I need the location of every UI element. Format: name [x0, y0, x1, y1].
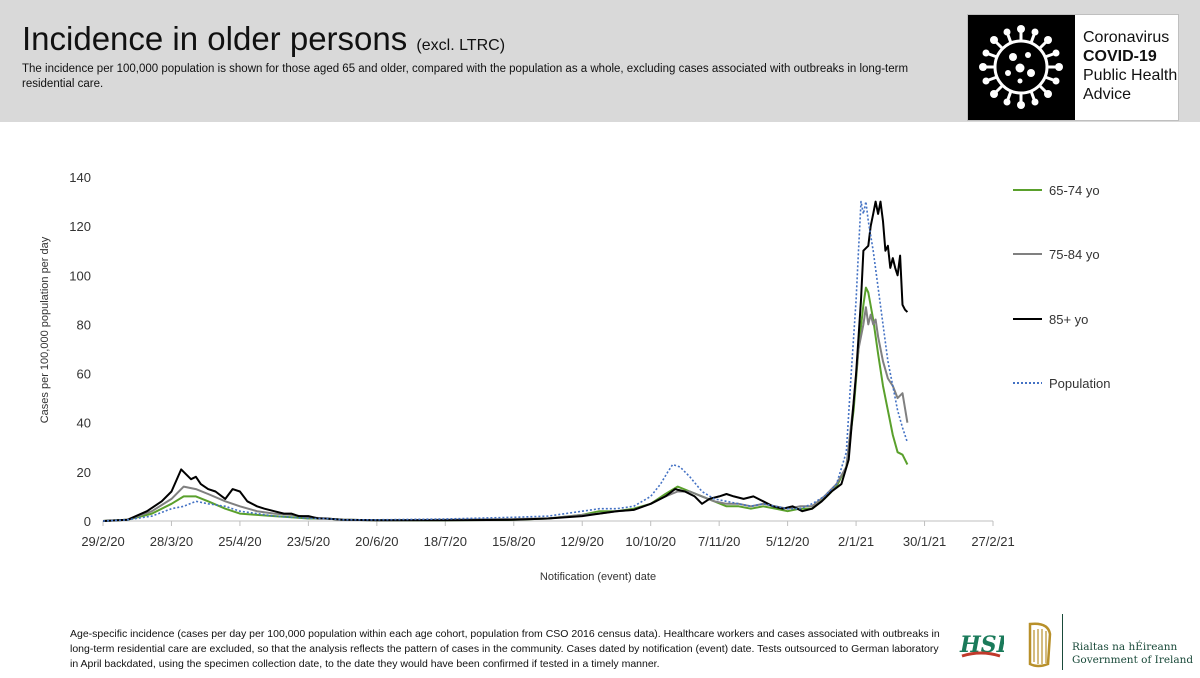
- legend-label: 75-84 yo: [1049, 247, 1100, 262]
- legend-label: Population: [1049, 376, 1110, 391]
- x-axis-label: Notification (event) date: [540, 571, 656, 583]
- x-tick-label: 28/3/20: [150, 534, 193, 549]
- y-tick-label: 100: [69, 268, 91, 283]
- virus-icon: [968, 15, 1075, 120]
- header-banner: Incidence in older persons (excl. LTRC) …: [0, 0, 1200, 122]
- y-axis-label: Cases per 100,000 population per day: [39, 236, 51, 423]
- x-tick-label: 18/7/20: [424, 534, 467, 549]
- title-qualifier: (excl. LTRC): [416, 37, 506, 54]
- badge-line-covid: COVID-19: [1083, 47, 1177, 66]
- y-tick-label: 140: [69, 170, 91, 185]
- badge-text: Coronavirus COVID-19 Public Health Advic…: [1083, 28, 1177, 104]
- title-main: Incidence in older persons: [22, 20, 408, 57]
- badge-covid-bold: COVID-19: [1083, 48, 1157, 65]
- x-tick-label: 12/9/20: [561, 534, 604, 549]
- government-of-ireland-logo: Rialtas na hÉireann Government of Irelan…: [1072, 641, 1193, 667]
- govt-irish-name: Rialtas na hÉireann: [1072, 641, 1178, 653]
- series-line-65-74-yo: [102, 286, 909, 522]
- x-tick-label: 2/1/21: [838, 534, 874, 549]
- y-tick-label: 60: [77, 367, 91, 382]
- series-line-85-yo: [102, 200, 909, 522]
- x-tick-label: 15/8/20: [492, 534, 535, 549]
- hse-logo-swoosh: [961, 651, 1001, 658]
- y-tick-label: 80: [77, 317, 91, 332]
- badge-line-public-health: Public Health: [1083, 67, 1178, 84]
- x-tick-label: 5/12/20: [766, 534, 809, 549]
- x-tick-label: 7/11/20: [698, 534, 740, 549]
- badge-line-advice: Advice: [1083, 86, 1132, 103]
- covid-advice-badge: Coronavirus COVID-19 Public Health Advic…: [967, 14, 1179, 121]
- x-tick-label: 20/6/20: [355, 534, 398, 549]
- series-line-75-84-yo: [102, 306, 909, 522]
- y-tick-label: 20: [77, 465, 91, 480]
- series-line-population: [102, 200, 909, 522]
- x-tick-label: 30/1/21: [903, 534, 946, 549]
- hse-logo: HSE: [958, 620, 1015, 671]
- footnote: Age-specific incidence (cases per day pe…: [70, 628, 940, 670]
- x-tick-label: 25/4/20: [218, 534, 261, 549]
- logo-divider: [1062, 614, 1063, 670]
- harp-icon: [1022, 620, 1056, 675]
- x-tick-label: 27/2/21: [971, 534, 1014, 549]
- y-tick-label: 0: [84, 514, 91, 529]
- y-tick-label: 40: [77, 416, 91, 431]
- page-subtitle: The incidence per 100,000 population is …: [22, 63, 909, 90]
- badge-line-coronavirus: Coronavirus: [1083, 29, 1170, 46]
- govt-english-name: Government of Ireland: [1072, 654, 1194, 666]
- x-tick-label: 10/10/20: [625, 534, 676, 549]
- x-tick-label: 23/5/20: [287, 534, 330, 549]
- x-tick-label: 29/2/20: [81, 534, 124, 549]
- legend-label: 65-74 yo: [1049, 183, 1100, 198]
- y-tick-label: 120: [69, 219, 91, 234]
- page-title: Incidence in older persons (excl. LTRC): [22, 20, 505, 58]
- legend-label: 85+ yo: [1049, 312, 1088, 327]
